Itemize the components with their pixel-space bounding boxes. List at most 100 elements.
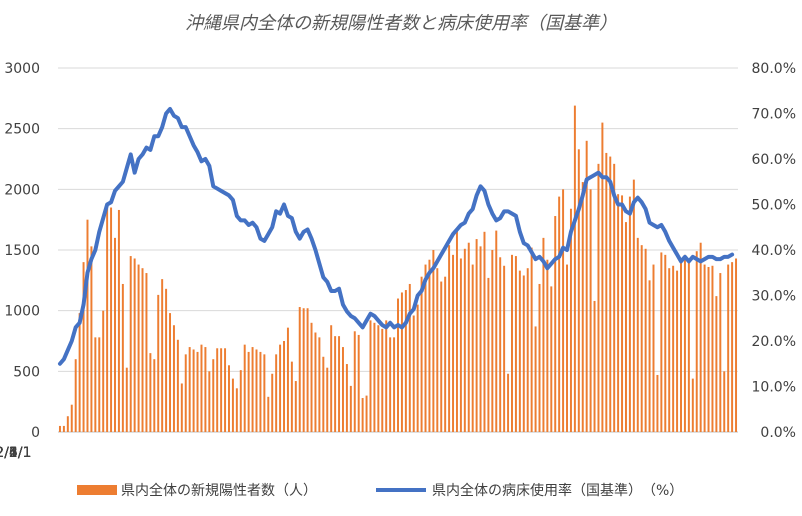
bar — [542, 237, 545, 432]
y-left-tick-label: 0 — [31, 425, 40, 441]
bar — [66, 416, 69, 432]
bar — [664, 254, 667, 432]
y-left-tick-label: 2500 — [4, 122, 40, 138]
bar — [550, 286, 553, 432]
bar — [601, 122, 604, 432]
bar — [534, 326, 537, 432]
bar — [538, 283, 541, 432]
bar — [279, 344, 282, 432]
bar — [613, 163, 616, 432]
bar — [723, 371, 726, 432]
bar — [656, 374, 659, 432]
bar — [727, 264, 730, 432]
bar — [617, 194, 620, 432]
bar — [479, 246, 482, 432]
bar — [393, 337, 396, 432]
bar — [157, 294, 160, 432]
bar — [224, 348, 227, 432]
bar — [731, 262, 734, 432]
bar — [703, 264, 706, 432]
bar — [86, 219, 89, 432]
bar — [507, 373, 510, 432]
bar — [680, 262, 682, 432]
bar — [569, 208, 572, 432]
bar — [562, 189, 565, 432]
bar — [444, 276, 447, 432]
bar — [499, 257, 502, 432]
bar — [660, 252, 663, 432]
bar — [184, 354, 187, 432]
bar — [133, 258, 136, 432]
bar — [334, 336, 337, 432]
bar — [121, 283, 124, 432]
bar — [589, 189, 592, 432]
bar — [373, 322, 376, 432]
bar — [361, 398, 364, 432]
bar — [267, 396, 270, 432]
bar — [408, 283, 411, 432]
bar — [345, 364, 348, 432]
bar — [628, 196, 631, 432]
bar — [668, 268, 671, 432]
bar — [129, 256, 132, 432]
bar — [275, 354, 278, 432]
bar — [212, 359, 215, 432]
bar — [283, 341, 285, 432]
y-right-tick-label: 50.0% — [752, 198, 796, 214]
bar — [467, 242, 470, 432]
bar — [74, 359, 77, 432]
bar — [180, 383, 183, 432]
bar — [161, 279, 164, 432]
bar — [735, 258, 738, 432]
bar — [149, 353, 152, 432]
bar — [424, 264, 427, 432]
bar — [683, 254, 686, 432]
bar — [428, 259, 431, 432]
bar — [298, 307, 301, 432]
bar — [239, 370, 242, 432]
bar — [672, 265, 675, 432]
bar — [719, 273, 722, 432]
legend: 県内全体の新規陽性者数（人） 県内全体の病床使用率（国基準） （%） — [77, 482, 683, 499]
positive-cases-bars — [58, 105, 738, 433]
bar — [518, 270, 521, 432]
y-right-tick-label: 10.0% — [752, 380, 796, 396]
x-tick-label: 2022/1/1 — [0, 445, 31, 461]
bar — [432, 250, 435, 432]
bar — [491, 250, 494, 432]
bar — [566, 264, 568, 432]
y-right-tick-label: 40.0% — [752, 243, 796, 259]
bar — [78, 313, 81, 432]
left-axis-ticks: 0 500 1000 1500 2000 2500 3000 — [4, 61, 40, 441]
y-right-tick-label: 0.0% — [760, 425, 796, 441]
bar — [247, 351, 250, 432]
y-left-tick-label: 1500 — [4, 243, 40, 259]
bar — [526, 268, 529, 432]
bar — [581, 182, 584, 432]
bar — [676, 270, 679, 432]
bar — [632, 179, 635, 432]
bar — [605, 152, 608, 432]
legend-bar-label: 県内全体の新規陽性者数（人） — [121, 482, 317, 499]
bar — [200, 344, 203, 432]
y-left-tick-label: 3000 — [4, 61, 40, 77]
bar — [172, 325, 175, 432]
right-axis-ticks: 0.0% 10.0% 20.0% 30.0% 40.0% 50.0% 60.0% 70.0% 8… — [752, 61, 796, 441]
bar — [70, 404, 73, 432]
y-right-tick-label: 60.0% — [752, 152, 796, 168]
bar — [286, 327, 289, 432]
bar — [314, 332, 317, 432]
legend-line-label: 県内全体の病床使用率（国基準） （%） — [432, 482, 683, 499]
bar — [204, 347, 207, 432]
y-right-tick-label: 80.0% — [752, 61, 796, 77]
bar — [294, 381, 297, 432]
bar — [459, 258, 462, 432]
bar — [125, 367, 128, 432]
bar — [715, 296, 718, 432]
bar — [117, 209, 120, 432]
bar — [153, 359, 156, 432]
bar — [353, 331, 356, 432]
x-tick-label: 2022/3/1 — [0, 445, 31, 461]
bar — [483, 231, 486, 432]
